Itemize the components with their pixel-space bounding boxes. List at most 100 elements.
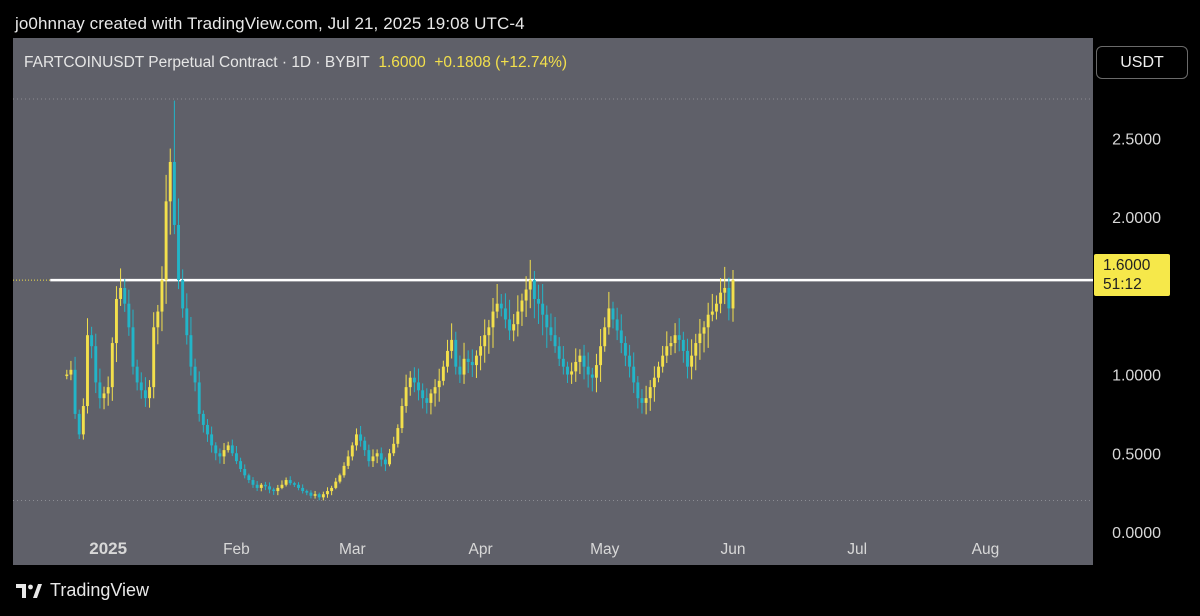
candle-body <box>243 469 247 476</box>
candle-body <box>553 335 557 347</box>
candle <box>532 270 536 319</box>
candle <box>355 428 358 451</box>
candle <box>367 444 371 467</box>
candle <box>669 336 673 356</box>
candle-body <box>541 303 545 315</box>
candle-body <box>98 382 102 399</box>
candle-body <box>90 335 94 347</box>
candle-body <box>491 311 495 328</box>
candle-body <box>499 303 503 309</box>
candle-body <box>516 311 520 325</box>
current-price-label: 1.6000 51:12 <box>1094 254 1170 296</box>
candle-body <box>495 303 499 312</box>
candle-body <box>251 480 255 485</box>
candle-body <box>272 489 276 492</box>
candle <box>450 323 454 359</box>
candle <box>702 321 706 353</box>
candle <box>235 445 238 465</box>
candle-body <box>189 335 193 367</box>
candle-body <box>127 303 131 328</box>
candle-body <box>615 319 619 331</box>
candle <box>437 368 441 402</box>
candle <box>570 362 574 384</box>
candle <box>644 385 648 415</box>
candle <box>110 337 114 401</box>
candle <box>487 319 491 354</box>
candle <box>429 389 433 415</box>
candle <box>441 360 445 386</box>
candle <box>81 398 85 440</box>
candle-body <box>259 484 263 488</box>
candle <box>230 439 234 457</box>
time-tick-label: Apr <box>469 541 493 558</box>
candle-body <box>313 494 317 496</box>
candle-body <box>475 355 478 366</box>
price-tick-label: 2.0000 <box>1112 210 1161 227</box>
candle-body <box>317 494 321 498</box>
currency-button[interactable]: USDT <box>1096 46 1188 79</box>
candle-body <box>528 280 532 290</box>
candle <box>582 344 586 380</box>
candle-body <box>479 346 483 356</box>
candle <box>462 342 466 384</box>
gridlines <box>13 98 1093 502</box>
candle-body <box>330 487 334 492</box>
candle <box>512 314 516 342</box>
candle-body <box>462 358 466 375</box>
candle-body <box>400 406 404 429</box>
candle <box>181 269 185 318</box>
candle-body <box>425 398 429 403</box>
candle <box>537 284 540 324</box>
candle <box>694 333 698 371</box>
candle <box>375 449 379 464</box>
candle-body <box>334 481 338 488</box>
candle <box>65 369 69 380</box>
candle <box>412 367 416 393</box>
candle-body <box>561 358 565 367</box>
candle <box>317 492 321 501</box>
candle-body <box>673 335 677 344</box>
candle-body <box>210 434 214 446</box>
candle <box>305 489 309 496</box>
candle <box>681 331 685 363</box>
candle <box>417 368 420 401</box>
chart-panel[interactable] <box>13 38 1093 565</box>
time-axis: 2025 Feb Mar Apr May Jun Jul Aug <box>89 539 999 558</box>
time-tick-label: Jul <box>847 541 867 558</box>
candle-body <box>623 343 627 356</box>
candle <box>491 298 495 348</box>
candle-body <box>363 440 367 451</box>
candle-body <box>669 343 673 347</box>
candle <box>206 419 209 442</box>
candle-body <box>160 280 164 312</box>
candle-body <box>102 393 106 399</box>
candle <box>139 372 143 399</box>
candle-body <box>288 480 292 484</box>
candle-body <box>94 346 98 383</box>
candle-body <box>628 355 631 367</box>
candle-body <box>218 453 222 457</box>
candle <box>710 293 714 322</box>
candle <box>119 268 123 306</box>
candle <box>611 301 615 329</box>
candle-body <box>214 445 218 454</box>
candle <box>686 338 689 379</box>
candle <box>628 344 631 378</box>
candle <box>284 477 288 487</box>
candle-body <box>466 358 470 362</box>
candle <box>652 366 656 402</box>
candle-body <box>706 314 710 328</box>
candle <box>657 361 660 383</box>
time-tick-label: 2025 <box>89 539 127 558</box>
candle <box>690 339 694 380</box>
candle <box>698 318 702 360</box>
candle <box>342 462 346 478</box>
time-tick-label: May <box>590 541 620 558</box>
candle <box>446 339 449 373</box>
candle <box>164 174 168 304</box>
candle-body <box>710 311 714 315</box>
price-tick-label: 2.5000 <box>1112 131 1161 148</box>
candle-body <box>201 413 205 425</box>
candle-body <box>719 292 723 304</box>
